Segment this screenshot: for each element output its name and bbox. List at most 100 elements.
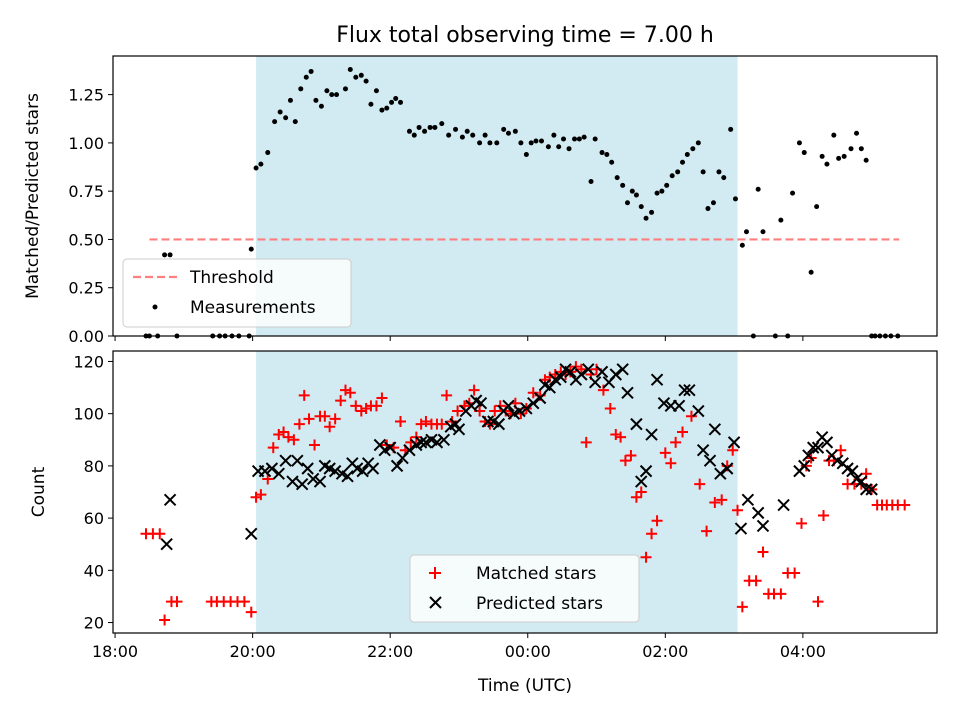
predicted-point [492,417,506,431]
matched-point [303,413,315,425]
measurement-point [716,169,722,175]
measurement-point [841,153,847,159]
measurement-point [162,252,168,258]
matched-point [732,504,744,516]
matched-point [670,436,682,448]
y-tick-label: 20 [84,614,104,633]
measurement-point [728,126,734,132]
predicted-point [650,373,664,386]
predicted-point [502,399,515,413]
measurement-point [505,130,511,136]
matched-point [309,439,321,451]
measurement-point [453,126,459,132]
measurement-point [368,101,374,107]
measurement-point [518,140,524,146]
matched-point [278,426,290,438]
measurement-point [363,78,369,84]
measurement-point [824,161,830,167]
predicted-point [272,467,285,480]
measurement-point [649,209,655,215]
predicted-point [645,428,658,441]
predicted-point [846,464,859,478]
predicted-point [414,436,428,449]
measurement-point [831,132,837,138]
measurement-point [638,204,644,210]
predicted-point [575,368,588,381]
predicted-point [265,462,279,475]
matched-point [441,389,453,401]
matched-point [701,525,713,537]
top-y-axis-ticks: 0.00 0.25 0.50 0.75 1.00 1.25 [68,86,113,346]
matched-point [757,546,769,558]
matched-point [250,491,262,503]
measurement-point [287,97,293,103]
measurement-point [796,140,802,146]
predicted-point [734,522,748,535]
measurement-point [556,144,562,150]
matched-point [789,567,801,579]
y-tick-label: 40 [84,561,104,580]
measurement-point [643,215,649,221]
top-x-axis-ticks [114,336,804,341]
measurement-point [324,88,330,94]
predicted-point [859,483,873,496]
measurement-point [561,136,567,142]
measurement-point [675,169,681,175]
predicted-point [630,417,643,431]
bottom-y-axis-ticks: 20 40 60 80 100 120 [73,352,113,633]
measurement-point [814,204,820,210]
y-tick-label: 80 [84,457,104,476]
measurement-point [588,179,594,185]
predicted-point [727,436,741,449]
measurement-point [389,99,395,105]
measurement-point [581,134,587,140]
matched-point [527,387,539,399]
matched-point [615,431,627,443]
predicted-point [582,363,595,376]
predicted-point [160,538,173,551]
legend-measurements-swatch [152,304,158,310]
predicted-point [692,404,705,418]
predicted-point [554,370,567,384]
matched-point [154,528,166,540]
matched-point [619,455,631,467]
predicted-point [721,462,734,475]
measurement-point [432,124,438,130]
y-tick-label: 60 [84,509,104,528]
predicted-point [520,402,533,415]
top-plot-frame [112,55,938,337]
measurement-point [422,128,428,134]
predicted-point [639,464,653,478]
matched-point [580,436,592,448]
predicted-point [714,467,727,480]
matched-point [685,410,697,422]
predicted-point [291,454,304,467]
matched-point [238,596,250,608]
measurement-point [253,165,259,171]
top-legend: Threshold Measurements [122,258,352,328]
measurement-point [836,155,842,161]
measurement-point [539,138,545,144]
predicted-point [683,383,696,397]
x-tick-label: 04:00 [780,642,826,661]
x-tick-label: 20:00 [230,642,276,661]
matched-point [665,457,677,469]
matched-point [494,400,506,412]
predicted-point [513,404,526,418]
measurement-point [248,246,254,252]
measurement-point [705,206,711,212]
measurement-point [494,140,500,146]
legend-matched-swatch [429,567,441,579]
measurement-point [620,182,626,188]
matched-point [818,510,830,521]
measurement-point [533,138,539,144]
measurement-point [318,103,324,109]
predicted-point [258,464,272,478]
predicted-point [403,444,416,457]
x-tick-label: 02:00 [642,642,688,661]
bottom-x-axis-ticks: 18:00 20:00 22:00 00:00 02:00 04:00 [92,633,826,661]
chart-title: Flux total observing time = 7.00 h [336,23,714,48]
measurement-point [373,88,379,94]
measurement-point [265,150,271,156]
